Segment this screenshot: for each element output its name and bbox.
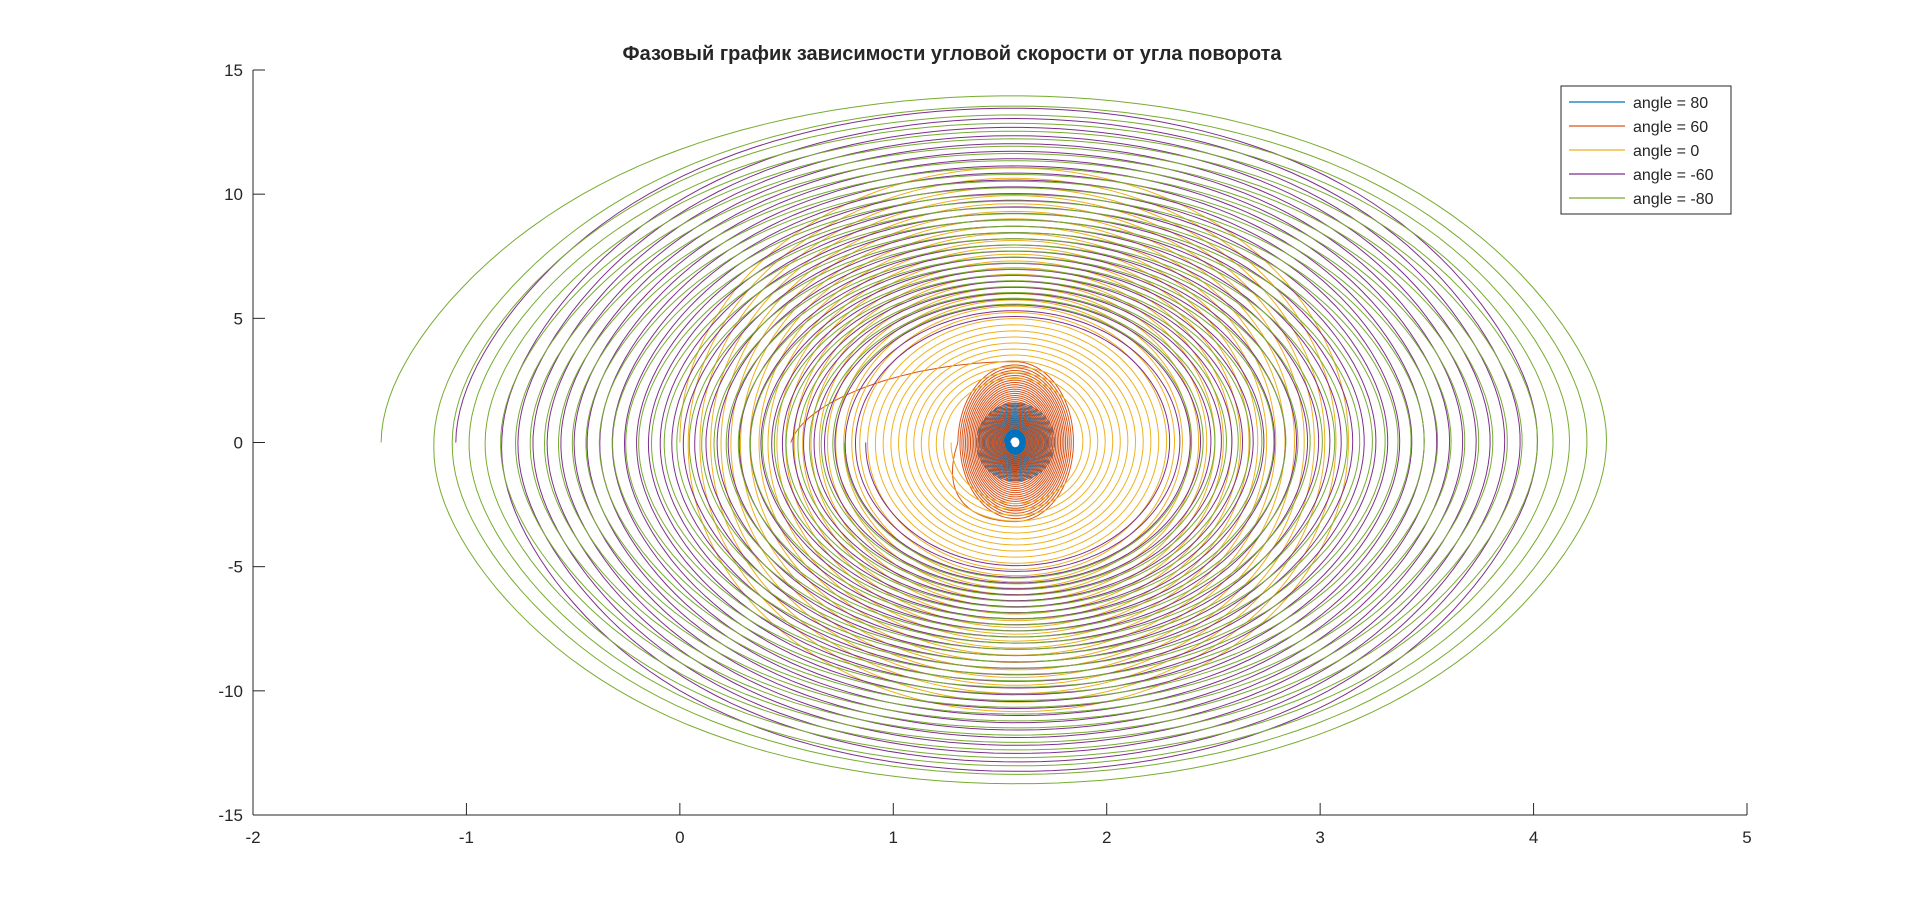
series-line-2 — [679, 167, 1350, 713]
y-tick-label: 5 — [234, 309, 243, 328]
x-tick-label: 5 — [1742, 828, 1751, 847]
y-tick-label: -5 — [228, 558, 243, 577]
legend-label: angle = 0 — [1633, 143, 1699, 160]
y-tick-label: 15 — [224, 61, 243, 80]
series-line-4 — [380, 95, 1608, 785]
series-line-1 — [790, 361, 1074, 523]
y-tick-label: 10 — [224, 185, 243, 204]
y-tick-label: 0 — [234, 434, 243, 453]
y-tick-label: -10 — [218, 682, 243, 701]
legend-label: angle = 80 — [1633, 95, 1708, 112]
x-tick-label: 0 — [675, 828, 684, 847]
legend-label: angle = 60 — [1633, 119, 1708, 136]
x-tick-label: 1 — [889, 828, 898, 847]
chart-title: Фазовый график зависимости угловой скоро… — [623, 43, 1283, 65]
legend-label: angle = -60 — [1633, 167, 1714, 184]
y-tick-label: -15 — [218, 806, 243, 825]
x-tick-label: -1 — [459, 828, 474, 847]
x-tick-label: -2 — [245, 828, 260, 847]
x-tick-label: 3 — [1315, 828, 1324, 847]
legend-label: angle = -80 — [1633, 191, 1714, 208]
x-tick-label: 4 — [1529, 828, 1538, 847]
series-line-3 — [455, 107, 1539, 772]
x-tick-label: 2 — [1102, 828, 1111, 847]
